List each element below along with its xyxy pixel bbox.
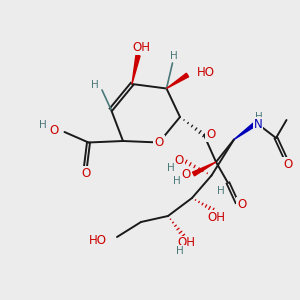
Text: HO: HO	[88, 233, 106, 247]
Polygon shape	[132, 55, 140, 84]
Polygon shape	[167, 73, 189, 88]
Text: H: H	[176, 246, 184, 256]
Text: O: O	[206, 128, 215, 142]
Text: H: H	[170, 51, 178, 62]
Polygon shape	[234, 121, 258, 140]
Polygon shape	[193, 162, 216, 176]
Text: HO: HO	[196, 65, 214, 79]
Text: OH: OH	[132, 40, 150, 54]
Text: OH: OH	[207, 211, 225, 224]
Text: O: O	[49, 124, 58, 137]
Text: N: N	[254, 118, 262, 131]
Text: O: O	[154, 136, 164, 149]
Text: H: H	[91, 80, 98, 90]
Text: H: H	[173, 176, 181, 186]
Text: O: O	[175, 154, 184, 167]
Text: H: H	[167, 163, 175, 173]
Text: H: H	[217, 185, 224, 196]
Text: O: O	[182, 167, 190, 181]
Text: O: O	[284, 158, 292, 171]
Text: O: O	[81, 167, 90, 180]
Text: O: O	[237, 197, 246, 211]
Text: OH: OH	[177, 236, 195, 250]
Text: H: H	[255, 112, 263, 122]
Text: H: H	[39, 120, 46, 130]
